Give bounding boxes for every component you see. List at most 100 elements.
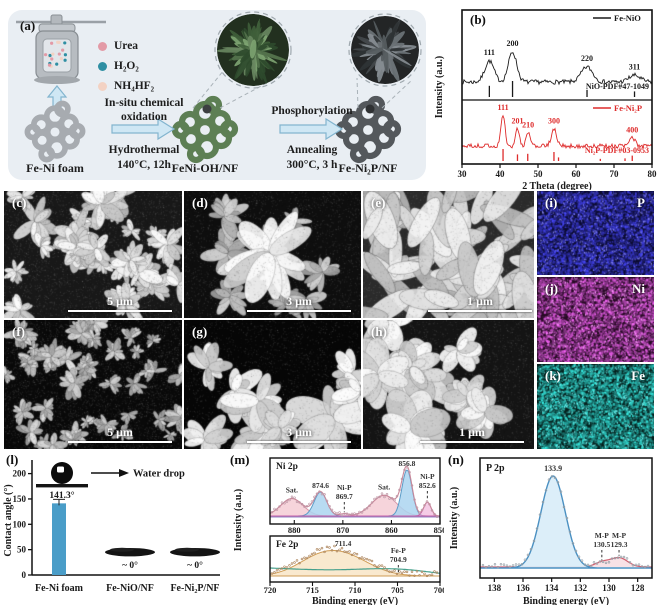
svg-text:NiO-PDF#47-1049: NiO-PDF#47-1049 — [586, 82, 649, 91]
eds-fe-element: Fe — [631, 368, 645, 383]
sem-g-label: (g) — [192, 324, 208, 339]
svg-text:150: 150 — [13, 494, 27, 504]
svg-text:880: 880 — [288, 525, 301, 535]
sem-g-scalebar-line — [247, 440, 351, 443]
sem-f-label: (f) — [12, 324, 25, 339]
sem-image-f: (f) 5 μm — [4, 320, 182, 449]
xps-ni-fe-plot: Ni 2p880870860850Sat.874.6Ni-P869.7Sat.8… — [233, 457, 446, 607]
eds-map-fe: (k) Fe — [537, 364, 654, 449]
sem-h-canvas — [363, 320, 534, 449]
svg-text:874.6: 874.6 — [312, 481, 329, 490]
svg-text:Fe-P: Fe-P — [391, 546, 406, 555]
svg-text:141.3°: 141.3° — [49, 490, 74, 501]
sem-c-scalebar-line — [68, 309, 172, 312]
svg-text:704.9: 704.9 — [390, 555, 407, 564]
svg-text:869.7: 869.7 — [336, 492, 353, 501]
svg-text:~ 0°: ~ 0° — [122, 560, 138, 571]
svg-text:~ 0°: ~ 0° — [187, 560, 203, 571]
svg-text:134: 134 — [545, 583, 559, 593]
sem-h-scalebar: 1 μm — [420, 424, 524, 443]
sem-c-scalebar-text: 5 μm — [107, 293, 133, 308]
h2o2-label: H₂O₂ — [114, 60, 139, 72]
step2-line1: Phosphorylation — [271, 105, 353, 117]
svg-text:Sat.: Sat. — [286, 486, 298, 495]
svg-text:Sat.: Sat. — [378, 482, 390, 491]
sem-f-scalebar-text: 5 μm — [107, 424, 133, 439]
svg-text:136: 136 — [516, 583, 530, 593]
svg-text:Fe-NiO: Fe-NiO — [614, 13, 641, 23]
step1-line4: 140°C, 12h — [117, 159, 171, 171]
eds-ni-canvas — [537, 277, 654, 362]
step2-text-bottom: Annealing 300°C, 3 h — [258, 143, 366, 173]
svg-text:710: 710 — [349, 585, 362, 595]
sem-g-canvas — [184, 320, 361, 449]
sem-image-h: (h) 1 μm — [363, 320, 534, 449]
svg-text:130: 130 — [602, 583, 616, 593]
urea-dot-icon — [98, 41, 107, 51]
eds-map-p: (i) P — [537, 191, 654, 275]
sem-e-label: (e) — [371, 195, 386, 210]
step2-line2: Annealing — [286, 144, 338, 156]
eds-ni-label: (j) — [545, 281, 558, 296]
svg-text:711.4: 711.4 — [335, 539, 352, 548]
sem-e-scalebar-line — [428, 309, 532, 312]
sem-d-label: (d) — [192, 195, 208, 210]
svg-text:300: 300 — [548, 117, 560, 126]
svg-text:80: 80 — [648, 169, 658, 179]
svg-text:Ni-P: Ni-P — [337, 483, 352, 492]
eds-p-element: P — [637, 195, 645, 210]
svg-text:2 Theta (degree): 2 Theta (degree) — [522, 181, 592, 190]
svg-text:Water drop: Water drop — [133, 469, 185, 480]
svg-text:700: 700 — [434, 585, 444, 595]
eds-fe-canvas — [537, 364, 654, 449]
svg-text:856.8: 856.8 — [399, 459, 416, 468]
eds-ni-element: Ni — [632, 281, 645, 296]
svg-text:850: 850 — [434, 525, 444, 535]
svg-text:60: 60 — [572, 169, 582, 179]
sem-g-scalebar-text: 3 μm — [286, 424, 312, 439]
panel-b-label: (b) — [470, 12, 486, 27]
panel-b-xrd: 111 200 220 311 Fe-NiO NiO-PDF#47-1049 111 201 2… — [430, 4, 658, 192]
svg-text:Fe-Ni₂P: Fe-Ni₂P — [614, 103, 642, 113]
sem-e-scalebar-text: 1 μm — [467, 293, 493, 308]
step1-line3: Hydrothermal — [108, 144, 180, 156]
step1-line1: In-situ chemical — [104, 97, 184, 109]
sem-h-label: (h) — [371, 324, 387, 339]
sem-image-d: (d) 3 μm — [184, 191, 361, 318]
sem-image-e: (e) 1 μm — [363, 191, 534, 318]
step1-text-bottom: Hydrothermal 140°C, 12h — [92, 143, 196, 173]
svg-text:Fe-Ni₂P/NF: Fe-Ni₂P/NF — [170, 583, 219, 594]
svg-text:100: 100 — [13, 519, 27, 529]
material-feni2p-label: Fe-Ni₂P/NF — [338, 161, 398, 175]
panel-n-label: (n) — [448, 452, 464, 467]
svg-text:130.5: 130.5 — [593, 540, 610, 549]
svg-text:128: 128 — [631, 583, 645, 593]
svg-text:30: 30 — [458, 169, 468, 179]
sem-f-scalebar-line — [68, 440, 172, 443]
sem-h-scalebar-text: 1 μm — [459, 424, 485, 439]
svg-text:870: 870 — [336, 525, 349, 535]
sem-c-label: (c) — [12, 195, 27, 210]
svg-text:220: 220 — [581, 54, 593, 63]
svg-text:129.3: 129.3 — [611, 540, 628, 549]
panel-n-xps-p: P 2p 133.9 M-P 130.5 M-P 129.3 138 136 134 132 130… — [446, 452, 656, 607]
svg-text:200: 200 — [507, 39, 519, 48]
svg-text:133.9: 133.9 — [544, 464, 562, 473]
sem-g-scalebar: 3 μm — [247, 424, 351, 443]
svg-text:111: 111 — [484, 48, 495, 57]
panel-a-label: (a) — [20, 18, 36, 33]
svg-text:Intensity (a.u.): Intensity (a.u.) — [434, 56, 445, 119]
eds-map-ni: (j) Ni — [537, 277, 654, 362]
urea-label: Urea — [114, 40, 139, 52]
xrd-plot: 111200220311Fe-NiONiO-PDF#47-10491112012… — [434, 9, 658, 192]
svg-text:50: 50 — [534, 169, 544, 179]
reagent-h2o2: H₂O₂ — [98, 58, 139, 74]
svg-text:0: 0 — [22, 570, 27, 580]
svg-text:210: 210 — [522, 120, 534, 129]
svg-text:70: 70 — [610, 169, 620, 179]
nh4hf2-label: NH₄HF₂ — [114, 80, 155, 92]
svg-text:Binding energy (eV): Binding energy (eV) — [523, 596, 609, 605]
sem-c-scalebar: 5 μm — [68, 293, 172, 312]
reagent-urea: Urea — [98, 38, 138, 54]
